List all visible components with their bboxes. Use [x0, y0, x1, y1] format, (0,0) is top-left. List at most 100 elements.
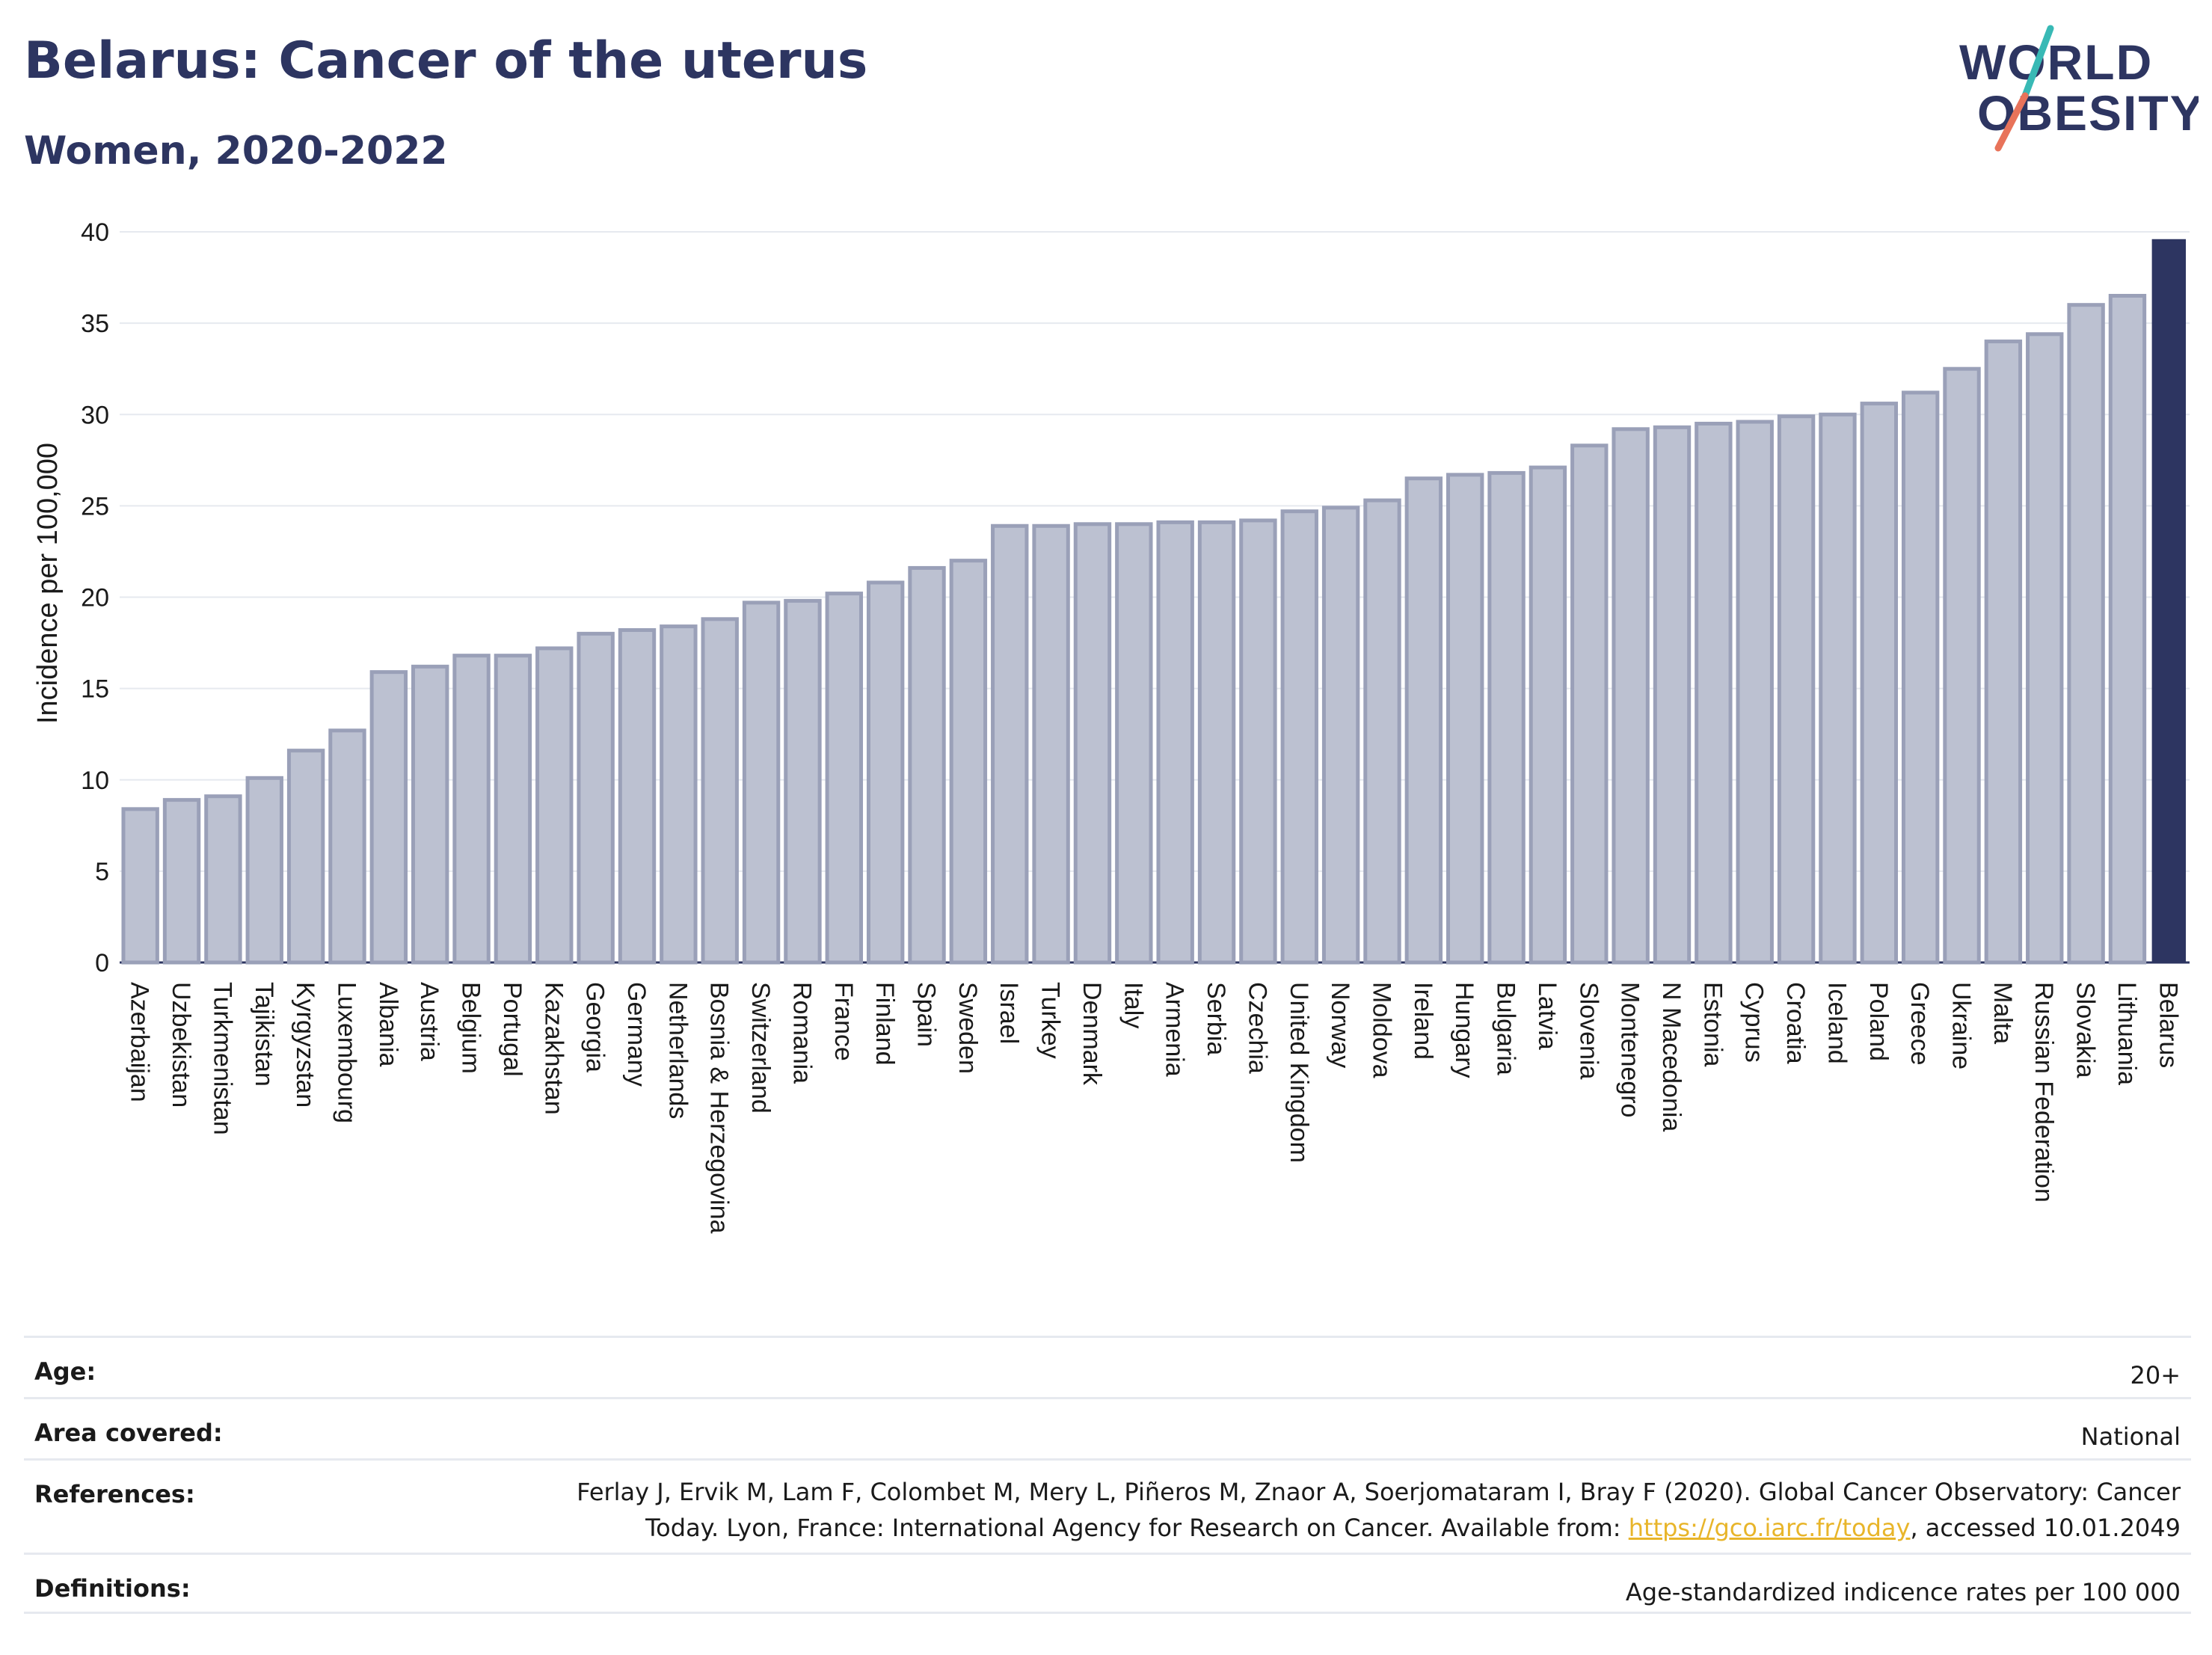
x-tick-label: Finland	[870, 982, 899, 1066]
bar	[1363, 498, 1401, 965]
logo-word-world: WORLD	[1959, 34, 2153, 90]
bar	[2108, 293, 2147, 965]
x-tick-label: Moldova	[1367, 982, 1395, 1078]
bar	[908, 565, 946, 965]
x-tick-label: Austria	[415, 982, 443, 1061]
age-value: 20+	[2130, 1361, 2181, 1390]
bar	[866, 580, 905, 965]
bar	[1529, 465, 1567, 965]
references-label: References:	[34, 1480, 195, 1508]
bar-chart: 0 5 10 15 20 25 30 35 40 Azerbaijan Uzbekistan Tur…	[32, 218, 2190, 1234]
bar	[1860, 402, 1898, 965]
bar	[742, 601, 781, 965]
bar	[577, 631, 615, 965]
meta-row-references: References: Ferlay J, Ervik M, Lam F, Co…	[24, 1458, 2191, 1553]
x-tick-label: Poland	[1864, 982, 1893, 1061]
bar	[328, 728, 366, 965]
bar	[2067, 303, 2105, 965]
x-tick-label: Slovakia	[2071, 982, 2100, 1078]
bar	[286, 749, 325, 965]
bar	[2026, 332, 2064, 965]
x-tick-label: Lithuania	[2113, 982, 2141, 1085]
bar	[369, 670, 408, 965]
x-tick-label: Belarus	[2154, 982, 2182, 1068]
x-tick-label: Denmark	[1078, 982, 1106, 1086]
y-tick-label: 5	[95, 858, 109, 886]
chart-title: Belarus: Cancer of the uterus	[24, 31, 868, 90]
logo-slash-coral	[1994, 92, 2029, 152]
references-value: Ferlay J, Ervik M, Lam F, Colombet M, Me…	[565, 1461, 2181, 1546]
area-covered-label: Area covered:	[34, 1419, 223, 1447]
x-tick-label: Albania	[374, 982, 402, 1067]
x-tick-label: Portugal	[498, 982, 526, 1077]
area-covered-value: National	[2080, 1422, 2181, 1451]
y-tick-labels: 0 5 10 15 20 25 30 35 40	[81, 218, 109, 977]
bar	[701, 617, 739, 965]
definitions-value: Age-standardized indicence rates per 100…	[1625, 1578, 2181, 1606]
chart-subtitle: Women, 2020-2022	[24, 129, 448, 174]
y-tick-label: 20	[81, 584, 109, 612]
bar	[1446, 473, 1484, 965]
x-tick-label: Armenia	[1161, 982, 1189, 1077]
x-tick-label: Romania	[787, 982, 816, 1084]
x-tick-label: Latvia	[1533, 982, 1561, 1050]
bar	[1777, 414, 1816, 965]
x-tick-label: Tajikistan	[250, 982, 278, 1087]
x-tick-label: Israel	[995, 982, 1023, 1044]
x-tick-label: Netherlands	[663, 982, 692, 1119]
world-obesity-logo: WORLD OBESITY	[1959, 25, 2199, 152]
y-tick-label: 35	[81, 310, 109, 338]
bar	[494, 654, 532, 965]
bar	[1115, 522, 1153, 965]
age-label: Age:	[34, 1357, 96, 1386]
bar	[1570, 443, 1609, 965]
x-tick-label: Slovenia	[1574, 982, 1603, 1080]
bar	[1280, 509, 1318, 965]
x-tick-label: France	[829, 982, 858, 1061]
x-tick-label: Greece	[1905, 982, 1934, 1066]
x-tick-label: Belgium	[457, 982, 485, 1074]
bar	[618, 627, 657, 965]
bar	[1984, 340, 2023, 965]
bar	[825, 592, 863, 965]
bar	[245, 776, 283, 965]
x-tick-label: Cyprus	[1740, 982, 1769, 1063]
y-tick-label: 0	[95, 949, 109, 977]
references-link[interactable]: https://gco.iarc.fr/today	[1628, 1514, 1911, 1542]
x-tick-label: Czechia	[1243, 982, 1271, 1074]
x-tick-label: Italy	[1119, 982, 1147, 1028]
x-tick-label: Serbia	[1202, 982, 1230, 1055]
x-tick-label: Russian Federation	[2030, 982, 2058, 1203]
bar	[452, 654, 491, 965]
x-tick-label: Bosnia & Herzegovina	[705, 982, 734, 1234]
bar	[1736, 420, 1774, 965]
x-tick-label: Norway	[1326, 982, 1354, 1068]
bar	[1321, 506, 1360, 965]
x-tick-label: Malta	[1988, 982, 2017, 1044]
x-tick-label: Spain	[912, 982, 941, 1047]
meta-row-area: Area covered: National	[24, 1397, 2191, 1458]
x-tick-label: Iceland	[1822, 982, 1851, 1064]
bar	[991, 523, 1029, 965]
x-tick-label: Bulgaria	[1492, 982, 1520, 1075]
x-tick-label: Germany	[622, 982, 651, 1087]
logo-slash-teal	[2021, 25, 2054, 99]
x-tick-label: Kazakhstan	[539, 982, 568, 1115]
bar	[1695, 421, 1733, 965]
bar	[949, 559, 988, 965]
y-tick-label: 10	[81, 767, 109, 795]
y-axis-label: Incidence per 100,000	[32, 443, 64, 724]
x-tick-label: Switzerland	[746, 982, 775, 1114]
bar-highlight	[2151, 239, 2187, 962]
x-tick-label: Turkmenistan	[208, 982, 236, 1135]
x-tick-label: Estonia	[1698, 982, 1727, 1066]
x-tick-label: Ireland	[1409, 982, 1437, 1060]
meta-row-age: Age: 20+	[24, 1336, 2191, 1397]
bar	[1073, 522, 1112, 965]
bar	[1156, 520, 1194, 965]
bar	[1612, 427, 1650, 965]
bar	[1819, 412, 1857, 965]
x-tick-label: Ukraine	[1947, 982, 1976, 1069]
bar	[1239, 518, 1277, 965]
bar	[121, 807, 159, 965]
